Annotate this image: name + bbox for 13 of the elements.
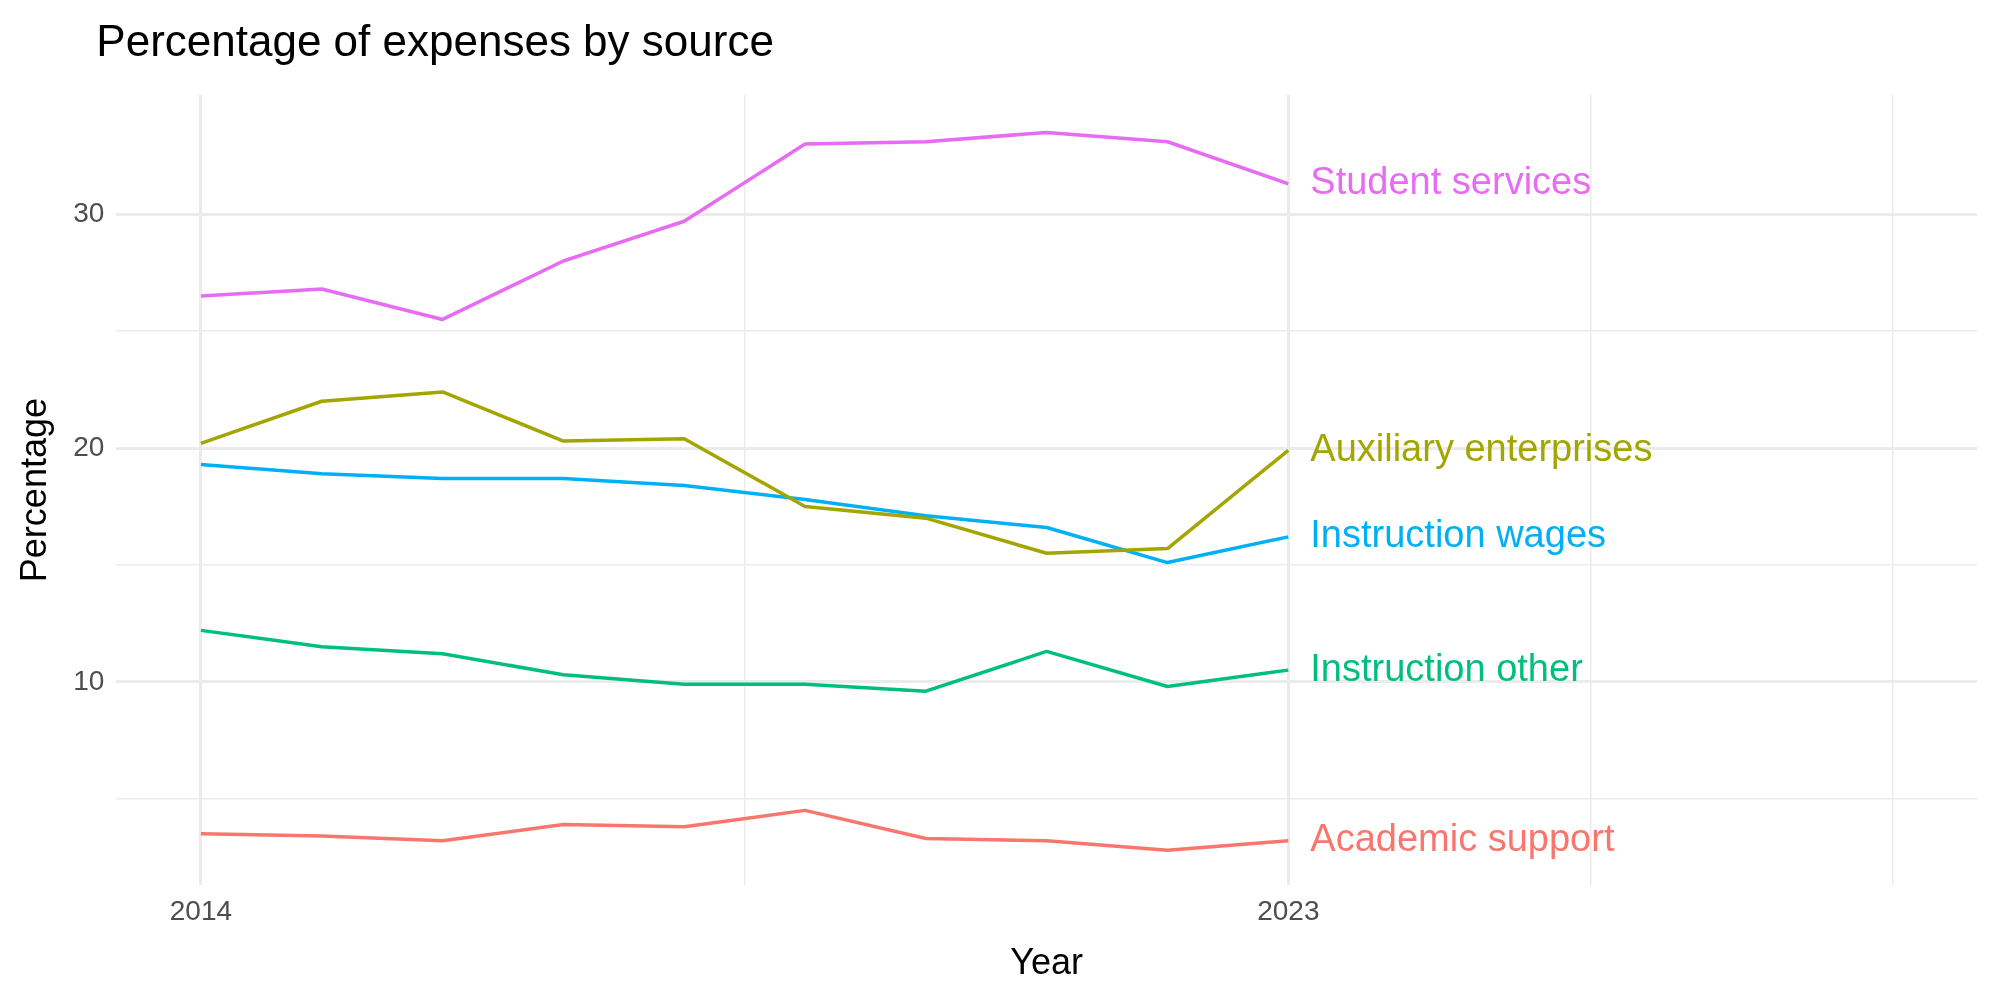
series-label: Academic support [1310, 817, 1615, 860]
y-tick-label: 20 [73, 430, 105, 462]
y-axis-title: Percentage [12, 398, 54, 583]
series-label: Student services [1310, 160, 1592, 203]
series-label: Instruction wages [1310, 513, 1607, 556]
x-axis-title: Year [1010, 941, 1084, 983]
series-label: Instruction other [1310, 646, 1584, 689]
y-tick-label: 10 [73, 664, 105, 696]
y-tick-label: 30 [73, 196, 105, 228]
x-tick-label: 2023 [1257, 894, 1320, 926]
chart-title: Percentage of expenses by source [96, 16, 774, 66]
x-tick-label: 2014 [169, 894, 233, 926]
series-label: Auxiliary enterprises [1310, 426, 1653, 469]
